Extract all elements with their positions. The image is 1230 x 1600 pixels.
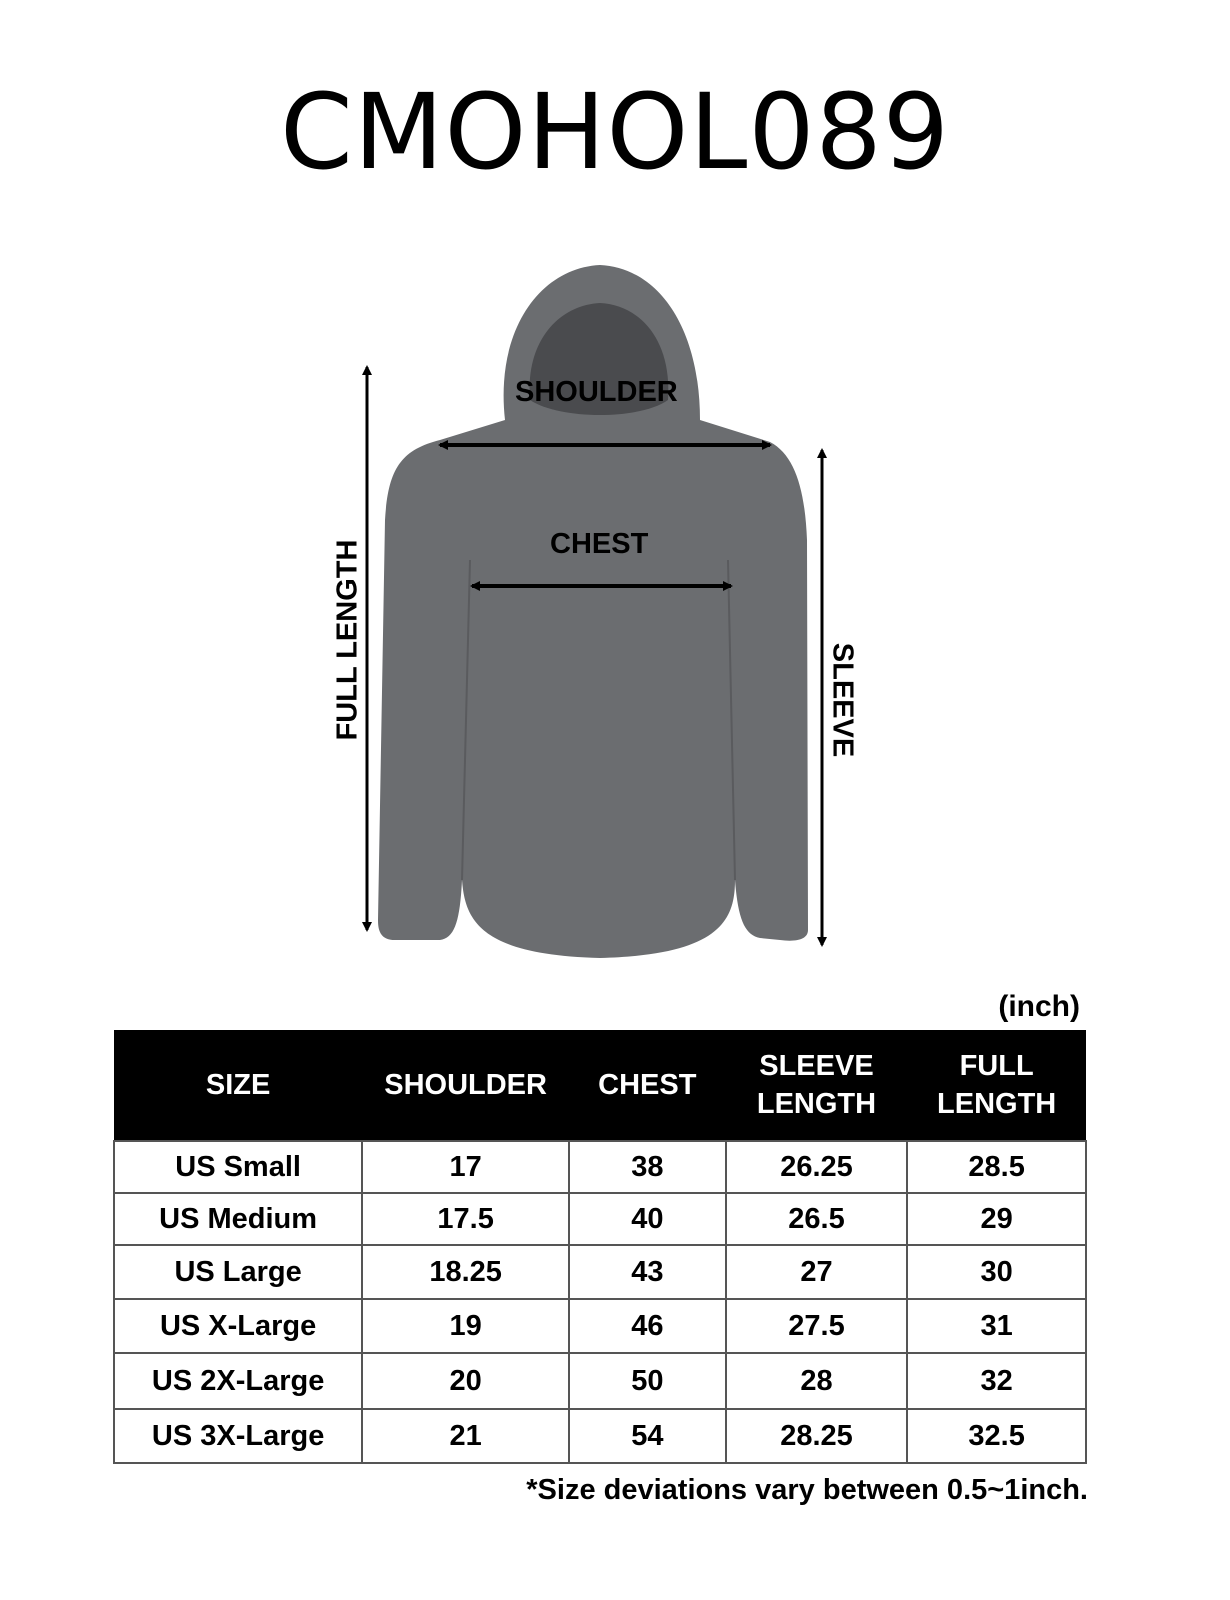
column-header-text: SHOULDER xyxy=(384,1069,547,1101)
table-cell: 18.25 xyxy=(361,1244,570,1300)
table-cell: 26.5 xyxy=(724,1192,909,1246)
hoodie-diagram xyxy=(362,265,827,958)
table-cell: 17.5 xyxy=(361,1192,570,1246)
sleeve-label: SLEEVE xyxy=(826,642,859,758)
hoodie-image xyxy=(378,265,808,958)
shoulder-label: SHOULDER xyxy=(515,376,678,408)
column-header: SHOULDER xyxy=(362,1030,569,1141)
table-cell: 30 xyxy=(906,1244,1087,1300)
column-header: SIZE xyxy=(114,1030,363,1141)
table-cell: 40 xyxy=(567,1192,727,1246)
table-row: US Large 18.25 43 27 30 xyxy=(112,1244,1087,1300)
table-cell: 46 xyxy=(567,1298,727,1354)
table-cell: 29 xyxy=(906,1192,1087,1246)
chest-label: CHEST xyxy=(550,528,649,560)
table-row: US 2X-Large 20 50 28 32 xyxy=(112,1352,1087,1410)
product-code-title: CMOHOL089 xyxy=(280,71,950,193)
table-cell: 32 xyxy=(906,1352,1087,1410)
footnote: *Size deviations vary between 0.5~1inch. xyxy=(526,1474,1088,1506)
table-cell: 28 xyxy=(724,1352,909,1410)
table-cell: 50 xyxy=(567,1352,727,1410)
table-cell: 31 xyxy=(906,1298,1087,1354)
table-row: US X-Large 19 46 27.5 31 xyxy=(112,1298,1087,1354)
unit-label: (inch) xyxy=(998,990,1080,1023)
column-header: SLEEVE LENGTH xyxy=(725,1030,908,1141)
table-cell: US 3X-Large xyxy=(112,1408,364,1464)
table-cell: US 2X-Large xyxy=(112,1352,364,1410)
table-cell: 54 xyxy=(567,1408,727,1464)
table-cell: 17 xyxy=(361,1140,570,1194)
table-cell: US Small xyxy=(112,1140,364,1194)
table-row: US Small 17 38 26.25 28.5 xyxy=(112,1140,1087,1194)
table-cell: 28.25 xyxy=(724,1408,909,1464)
table-header-row: SIZE SHOULDER CHEST SLEEVE LENGTH FULL LENGTH xyxy=(114,1030,1086,1141)
table-cell: 19 xyxy=(361,1298,570,1354)
column-header: CHEST xyxy=(568,1030,726,1141)
table-cell: 20 xyxy=(361,1352,570,1410)
table-cell: 43 xyxy=(567,1244,727,1300)
table-cell: 28.5 xyxy=(906,1140,1087,1194)
table-cell: 27 xyxy=(724,1244,909,1300)
table-cell: 21 xyxy=(361,1408,570,1464)
full-length-label: FULL LENGTH xyxy=(331,539,364,741)
column-header-text: SIZE xyxy=(205,1069,271,1101)
column-header-text: FULL xyxy=(959,1050,1034,1082)
size-table: SIZE SHOULDER CHEST SLEEVE LENGTH FULL LENGTH … xyxy=(112,1030,1087,1464)
table-row: US Medium 17.5 40 26.5 29 xyxy=(112,1192,1087,1246)
table-cell: US X-Large xyxy=(112,1298,364,1354)
column-header-text: CHEST xyxy=(598,1069,697,1101)
column-header-text: SLEEVE xyxy=(759,1050,874,1082)
table-row: US 3X-Large 21 54 28.25 32.5 xyxy=(112,1408,1087,1464)
table-cell: US Large xyxy=(112,1244,364,1300)
table-cell: 32.5 xyxy=(906,1408,1087,1464)
table-cell: US Medium xyxy=(112,1192,364,1246)
table-cell: 27.5 xyxy=(724,1298,909,1354)
table-cell: 38 xyxy=(567,1140,727,1194)
column-header: FULL LENGTH xyxy=(907,1030,1086,1141)
table-cell: 26.25 xyxy=(724,1140,909,1194)
column-header-text: LENGTH xyxy=(756,1088,877,1120)
column-header-text: LENGTH xyxy=(937,1088,1057,1120)
